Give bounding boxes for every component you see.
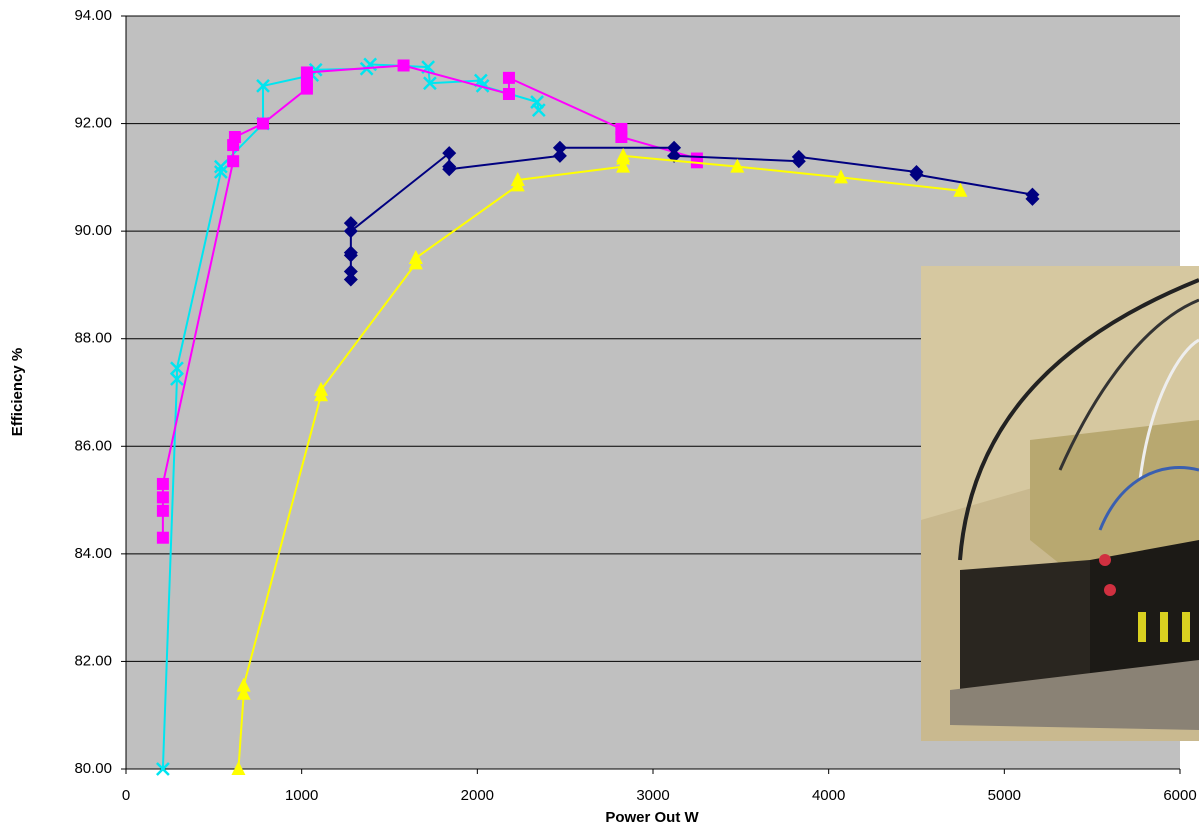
y-tick-label: 90.00	[74, 222, 112, 239]
x-tick-label: 2000	[461, 787, 494, 804]
y-tick-label: 84.00	[74, 545, 112, 562]
marker-square	[615, 131, 628, 144]
marker-square	[156, 477, 169, 490]
marker-diamond	[1025, 191, 1040, 206]
x-tick-label: 6000	[1163, 787, 1196, 804]
marker-triangle	[833, 169, 848, 184]
x-tick-label: 0	[122, 787, 130, 804]
marker-x	[256, 79, 270, 93]
marker-diamond	[552, 140, 567, 155]
marker-square	[257, 117, 270, 130]
marker-diamond	[909, 167, 924, 182]
marker-diamond	[442, 162, 457, 177]
y-tick-label: 88.00	[74, 330, 112, 347]
marker-diamond	[343, 216, 358, 231]
marker-triangle	[510, 172, 525, 187]
marker-x	[170, 372, 184, 386]
marker-square	[502, 87, 515, 100]
marker-diamond	[343, 245, 358, 260]
y-tick-label: 82.00	[74, 652, 112, 669]
y-tick-label: 94.00	[74, 7, 112, 24]
marker-x	[213, 165, 228, 179]
y-axis-title: Efficiency %	[9, 348, 26, 436]
marker-triangle	[236, 677, 251, 692]
marker-diamond	[442, 146, 457, 161]
photo-inset	[921, 266, 1199, 741]
x-tick-label: 5000	[988, 787, 1021, 804]
marker-x	[156, 762, 170, 776]
marker-diamond	[667, 140, 682, 155]
marker-triangle	[616, 147, 631, 162]
marker-triangle	[231, 761, 246, 775]
x-tick-label: 3000	[636, 787, 669, 804]
marker-square	[397, 59, 410, 72]
x-axis-title: Power Out W	[605, 809, 699, 826]
marker-square	[156, 491, 169, 504]
marker-x	[531, 103, 546, 118]
y-tick-label: 80.00	[74, 760, 112, 777]
marker-square	[300, 66, 313, 79]
marker-x	[423, 76, 437, 91]
marker-diamond	[343, 264, 358, 279]
marker-diamond	[791, 149, 806, 164]
marker-triangle	[953, 182, 968, 197]
marker-x	[170, 361, 184, 376]
y-tick-label: 92.00	[74, 115, 112, 132]
marker-square	[228, 131, 241, 144]
marker-diamond	[343, 224, 358, 239]
marker-square	[227, 155, 240, 168]
x-tick-label: 1000	[285, 787, 318, 804]
marker-triangle	[313, 381, 328, 396]
x-tick-label: 4000	[812, 787, 845, 804]
marker-triangle	[408, 250, 423, 265]
marker-diamond	[552, 148, 567, 163]
marker-square	[156, 504, 169, 517]
marker-x	[213, 159, 228, 174]
marker-triangle	[730, 158, 745, 173]
marker-triangle	[236, 685, 251, 700]
marker-square	[156, 531, 169, 544]
marker-diamond	[343, 272, 358, 287]
y-tick-label: 86.00	[74, 437, 112, 454]
marker-square	[502, 71, 515, 84]
marker-triangle	[616, 158, 631, 173]
